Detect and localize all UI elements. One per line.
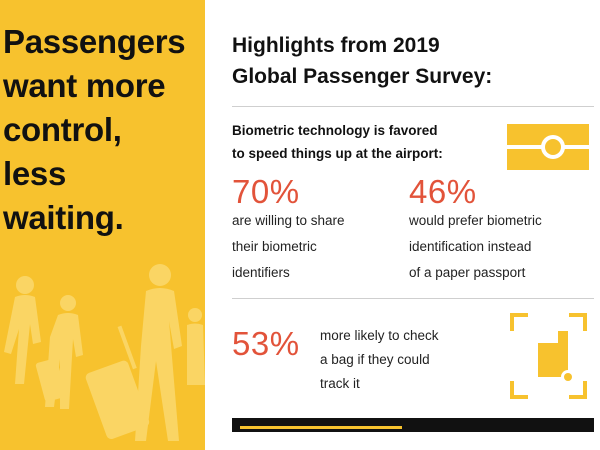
stat-value: 46%	[409, 173, 477, 210]
headline: Passengers want more control, less waiti…	[3, 23, 186, 236]
stat-value: 70%	[232, 173, 300, 210]
divider	[232, 298, 594, 299]
bag-tracking-icon	[510, 313, 587, 399]
stat-description: more likely to check a bag if they could…	[320, 328, 439, 391]
stat-description: would prefer biometric identification in…	[409, 213, 542, 280]
stat-description: are willing to share their biometric ide…	[232, 213, 345, 280]
headline-panel: Passengers want more control, less waiti…	[0, 0, 205, 450]
stat-value: 53%	[232, 325, 300, 362]
footer-bar	[232, 418, 594, 432]
biometric-intro: Biometric technology is favored to speed…	[232, 123, 443, 161]
travelers-silhouette-illustration	[4, 264, 205, 441]
survey-title: Highlights from 2019 Global Passenger Su…	[232, 34, 493, 88]
footer-accent-line	[240, 426, 402, 429]
divider	[232, 106, 594, 107]
id-card-icon	[507, 124, 589, 170]
